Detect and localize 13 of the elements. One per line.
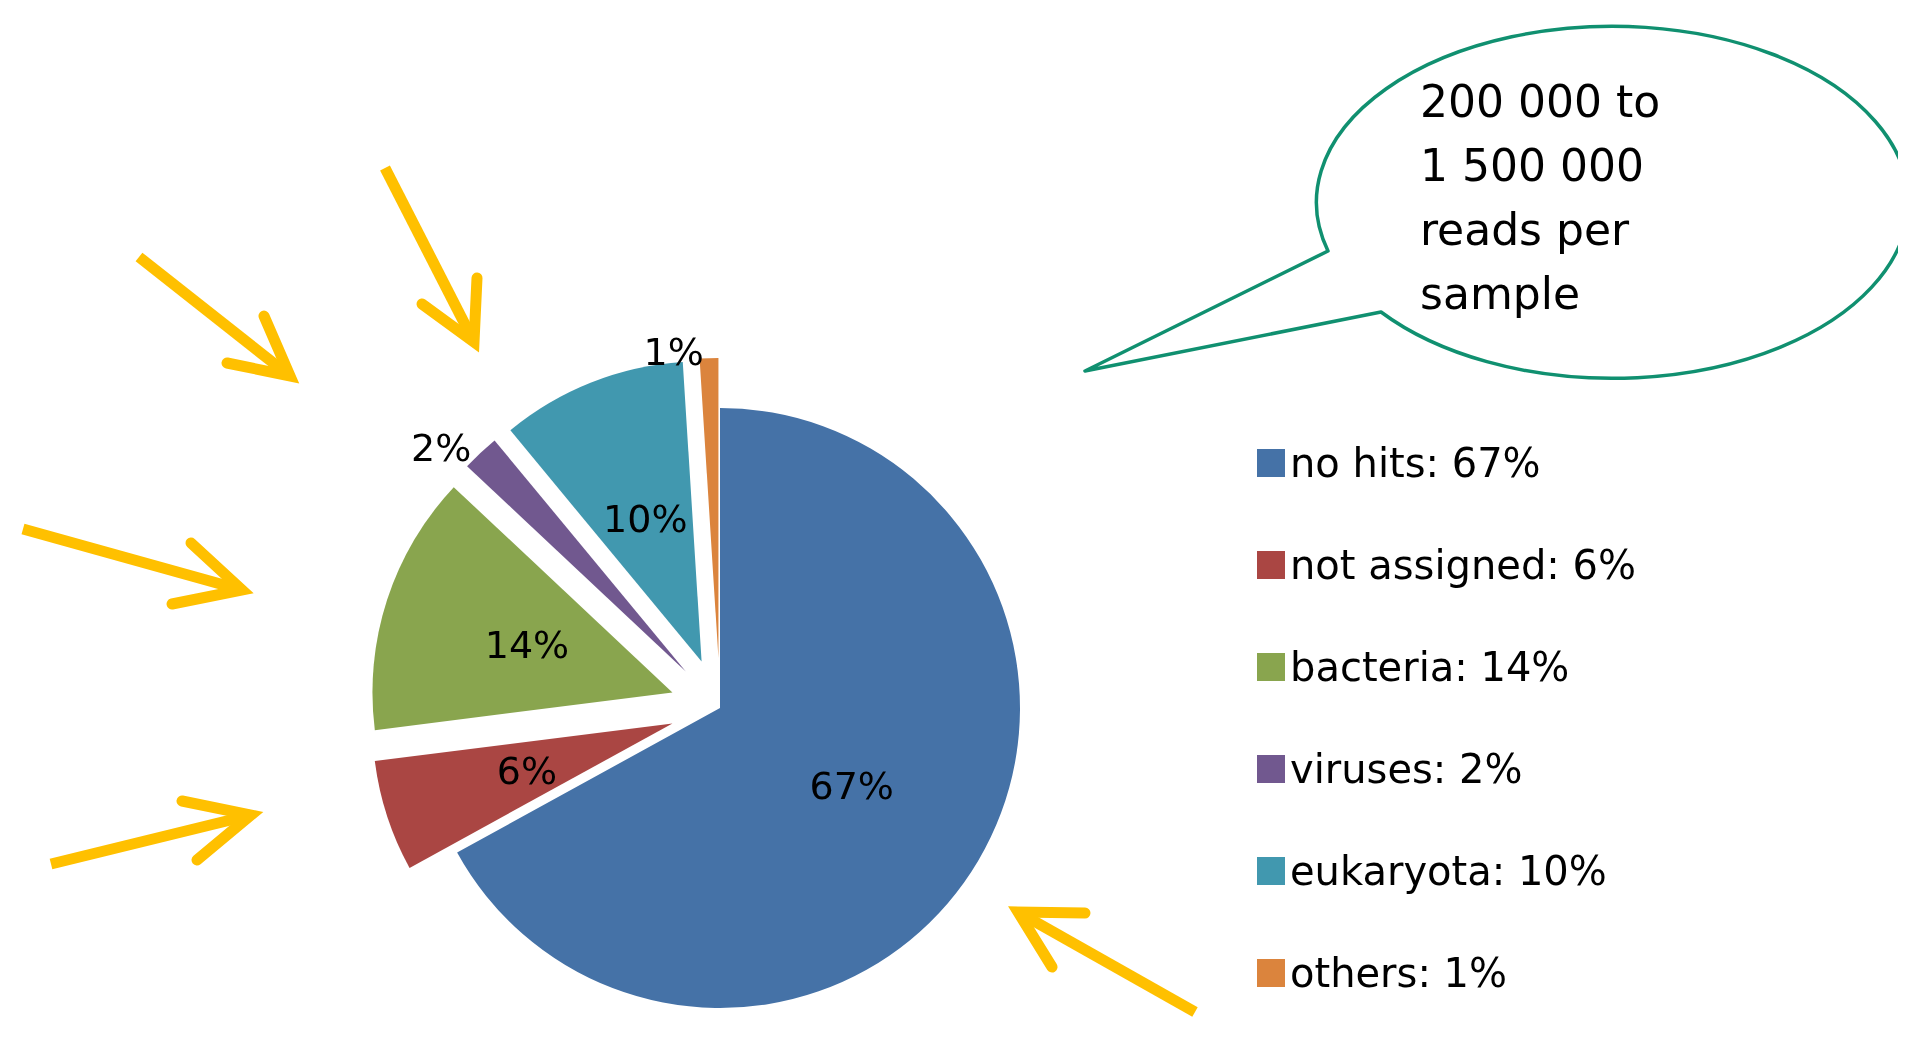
- data-label: 6%: [496, 748, 558, 793]
- legend-label: bacteria: 14%: [1290, 644, 1570, 690]
- legend-label: eukaryota: 10%: [1290, 848, 1607, 894]
- data-label: 2%: [411, 426, 472, 471]
- text: 200 000 to 1 500 000 reads per sample: [1420, 75, 1662, 321]
- data-label: 1%: [643, 330, 704, 375]
- data-label: 10%: [603, 497, 688, 542]
- data-label: 67%: [809, 763, 894, 808]
- legend-label: not assigned: 6%: [1290, 542, 1636, 588]
- legend-label: viruses: 2%: [1290, 746, 1523, 792]
- legend-label: no hits: 67%: [1290, 440, 1541, 486]
- data-label: 14%: [484, 623, 570, 668]
- legend-label: others: 1%: [1290, 950, 1508, 996]
